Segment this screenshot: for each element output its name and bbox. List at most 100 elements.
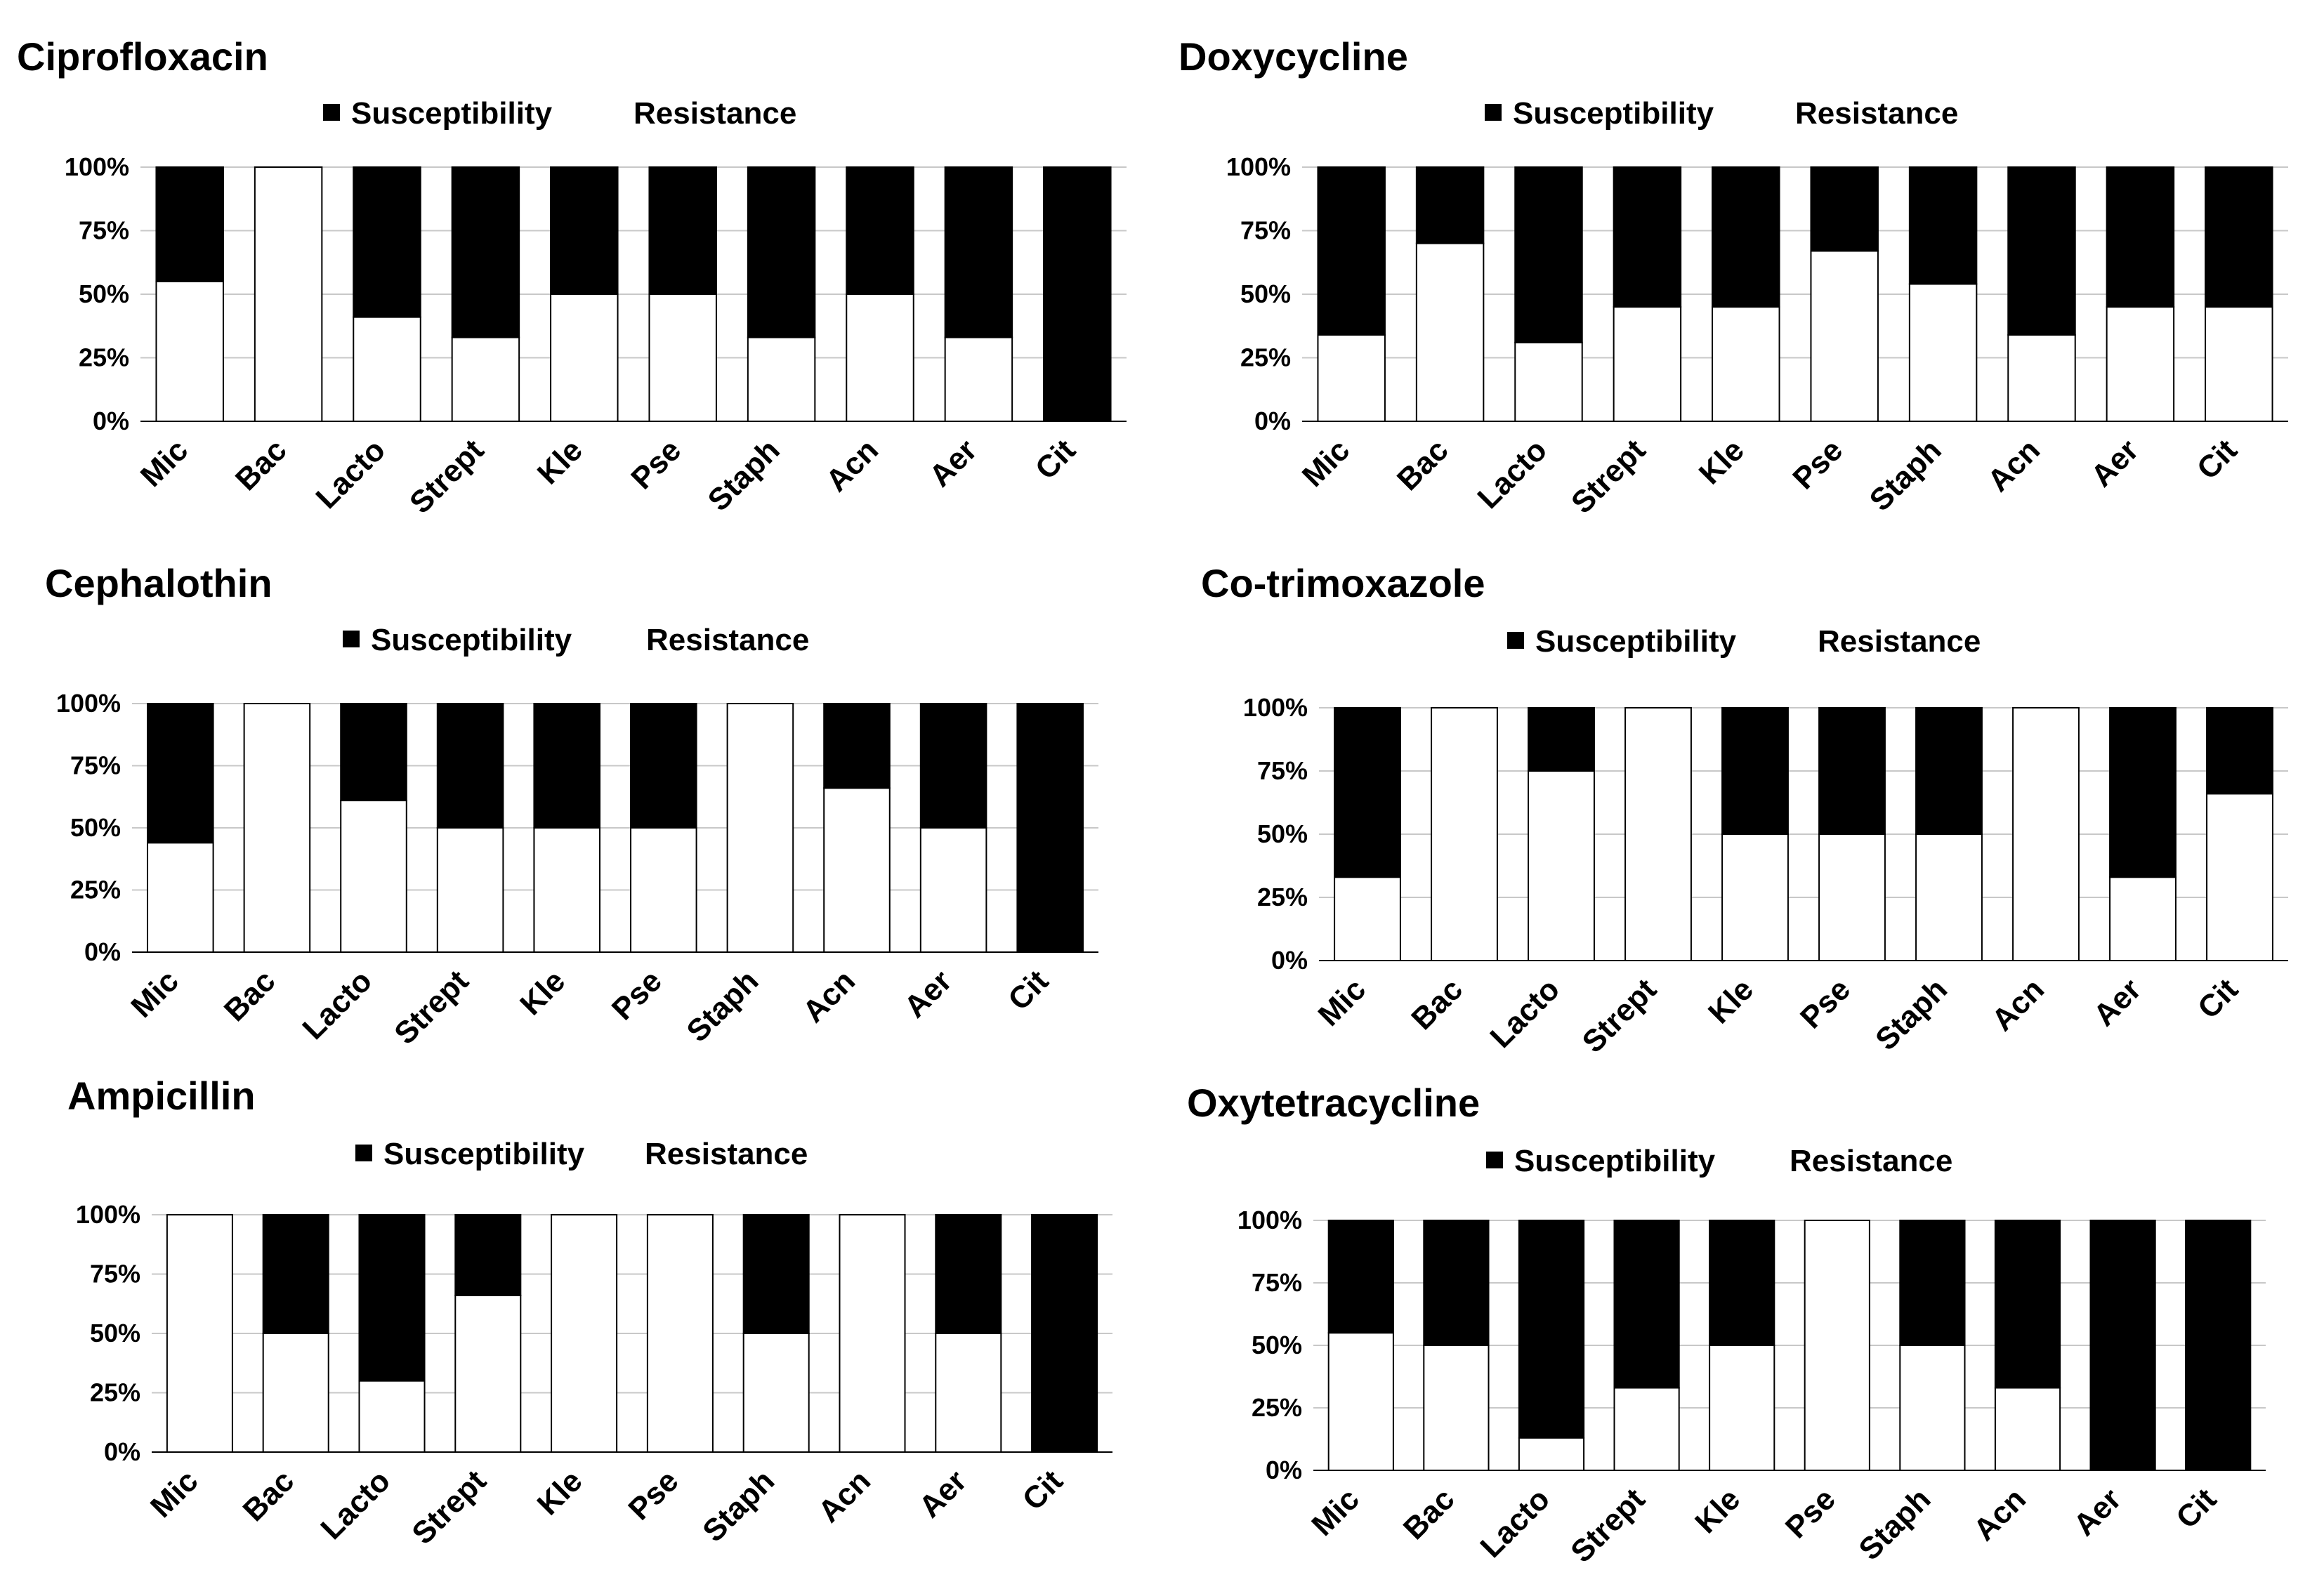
x-tick-label: Staph — [1869, 972, 1954, 1057]
bar-resistance-acn — [2007, 334, 2076, 423]
x-tick-label: Mic — [124, 963, 185, 1024]
y-tick-label: 25% — [90, 1378, 140, 1407]
bar-resistance-aer — [2106, 306, 2175, 422]
legend-swatch-susceptibility — [1485, 104, 1502, 121]
x-tick-label: Mic — [144, 1463, 205, 1524]
bar-resistance-lacto — [1528, 770, 1595, 961]
bar-susceptibility-mic — [155, 166, 224, 282]
y-tick-label: 100% — [76, 1200, 140, 1229]
chart-svg: Doxycycline Susceptibility Resistance 0%… — [1179, 34, 2288, 520]
x-tick-label: Lacto — [1473, 1482, 1556, 1564]
bar-susceptibility-cit — [2205, 166, 2273, 308]
bar-resistance-cit — [2206, 793, 2273, 961]
bar-susceptibility-staph — [742, 1214, 810, 1334]
x-tick-label: Cit — [1029, 433, 1082, 486]
bar-resistance-bac — [243, 703, 311, 953]
bar-resistance-mic — [147, 842, 214, 953]
bar-resistance-bac — [1415, 242, 1485, 422]
bar-resistance-pse — [646, 1214, 714, 1453]
bar-resistance-bac — [262, 1333, 329, 1453]
bar-resistance-staph — [726, 703, 794, 953]
bar-susceptibility-pse — [1810, 166, 1879, 252]
bar-susceptibility-acn — [1994, 1220, 2061, 1389]
x-tick-label: Aer — [898, 963, 959, 1024]
bar-susceptibility-aer — [935, 1214, 1002, 1334]
x-tick-label: Pse — [622, 1463, 685, 1527]
x-tick-label: Pse — [1779, 1482, 1842, 1545]
bar-resistance-staph — [742, 1333, 810, 1453]
plot-area: 0% 25% 50% 75% 100% Mic Bac Lacto Strept Kle Pse St… — [56, 689, 1098, 1051]
bar-resistance-mic — [1317, 334, 1386, 423]
x-tick-label: Strept — [1576, 972, 1664, 1060]
x-tick-label: Kle — [531, 433, 589, 491]
x-tick-label: Lacto — [1471, 433, 1554, 515]
x-tick-label: Strept — [1565, 433, 1653, 520]
x-tick-label: Pse — [605, 963, 669, 1027]
y-tick-label: 75% — [1240, 216, 1291, 245]
bar-susceptibility-mic — [1327, 1220, 1394, 1334]
x-tick-label: Lacto — [1483, 972, 1566, 1055]
bar-susceptibility-cit — [1043, 166, 1112, 422]
legend-swatch-resistance — [621, 1145, 638, 1161]
bar-susceptibility-acn — [2007, 166, 2076, 336]
x-tick-label: Kle — [1688, 1482, 1747, 1540]
chart-title: Doxycycline — [1179, 34, 1408, 79]
bar-susceptibility-lacto — [1528, 707, 1595, 772]
y-tick-label: 50% — [79, 279, 129, 308]
x-tick-label: Strept — [1564, 1482, 1652, 1569]
bar-susceptibility-pse — [630, 703, 697, 829]
x-tick-label: Acn — [1981, 433, 2047, 498]
bar-resistance-mic — [166, 1214, 233, 1453]
bar-susceptibility-lacto — [1514, 166, 1583, 343]
legend-label-susceptibility: Susceptibility — [1514, 1144, 1716, 1178]
chart-doxycycline: Doxycycline Susceptibility Resistance 0%… — [1162, 14, 2323, 534]
bar-resistance-pse — [1804, 1220, 1870, 1471]
bar-susceptibility-cit — [2185, 1220, 2252, 1471]
x-tick-label: Kle — [513, 963, 572, 1022]
y-tick-label: 25% — [1257, 883, 1308, 911]
y-tick-label: 75% — [1252, 1268, 1302, 1297]
chart-title: Cephalothin — [45, 561, 273, 605]
plot-area: 0% 25% 50% 75% 100% Mic Bac Lacto Strept Kle Pse St… — [1226, 152, 2288, 520]
x-tick-label: Bac — [1397, 1482, 1462, 1546]
y-tick-label: 0% — [1266, 1456, 1302, 1484]
y-tick-label: 25% — [1252, 1393, 1302, 1422]
bar-resistance-strept — [1613, 306, 1682, 422]
chart-ciprofloxacin: Ciprofloxacin Susceptibility Resistance … — [0, 14, 1162, 534]
legend-swatch-resistance — [1771, 104, 1788, 121]
plot-area: 0% 25% 50% 75% 100% Mic Bac Lacto Strept Kle Pse St… — [1238, 1206, 2266, 1569]
x-tick-label: Bac — [229, 433, 294, 497]
bar-resistance-kle — [533, 827, 600, 953]
legend-label-susceptibility: Susceptibility — [351, 96, 553, 131]
x-tick-label: Strept — [388, 963, 475, 1051]
bar-susceptibility-kle — [533, 703, 600, 829]
bar-resistance-pse — [1810, 250, 1879, 422]
chart-oxytetracycline: Oxytetracycline Susceptibility Resistanc… — [1162, 1067, 2323, 1587]
x-tick-label: Mic — [1296, 433, 1357, 494]
legend-label-resistance: Resistance — [633, 96, 796, 131]
bar-susceptibility-bac — [1423, 1220, 1490, 1346]
x-tick-label: Staph — [696, 1463, 781, 1548]
x-tick-label: Kle — [531, 1463, 589, 1522]
y-tick-label: 25% — [1240, 343, 1291, 372]
x-tick-label: Mic — [1305, 1482, 1366, 1543]
x-tick-label: Aer — [2067, 1482, 2128, 1543]
bar-susceptibility-strept — [436, 703, 504, 829]
bar-resistance-staph — [1915, 833, 1983, 961]
chart-ampicillin: Ampicillin Susceptibility Resistance 0% 2… — [0, 1067, 1162, 1587]
x-tick-label: Bac — [218, 963, 282, 1028]
legend-label-susceptibility: Susceptibility — [1535, 624, 1737, 659]
bar-resistance-kle — [1709, 1345, 1775, 1471]
bar-susceptibility-staph — [1908, 166, 1978, 285]
bar-susceptibility-cit — [1016, 703, 1084, 953]
x-tick-label: Acn — [820, 433, 885, 498]
x-tick-label: Cit — [2191, 433, 2244, 486]
y-tick-label: 0% — [84, 937, 121, 966]
x-tick-label: Pse — [624, 433, 688, 496]
bar-resistance-aer — [2109, 876, 2177, 962]
bar-resistance-acn — [1994, 1387, 2061, 1471]
x-tick-label: Bac — [1405, 972, 1469, 1036]
bar-resistance-mic — [1334, 876, 1401, 962]
bar-susceptibility-lacto — [353, 166, 421, 318]
y-tick-label: 0% — [104, 1437, 140, 1466]
